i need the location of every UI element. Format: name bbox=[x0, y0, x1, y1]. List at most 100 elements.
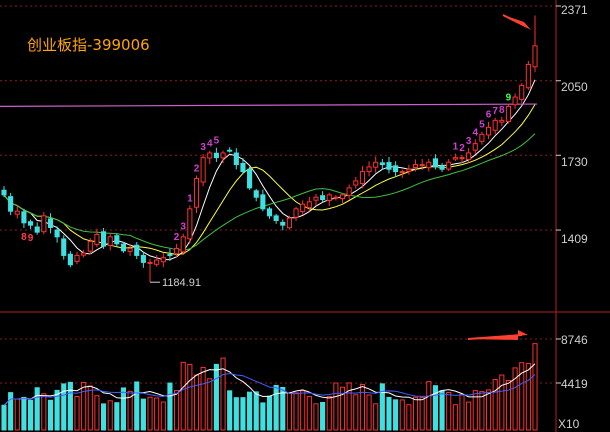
price-tick-label: 1409 bbox=[561, 232, 588, 246]
candle bbox=[306, 201, 312, 209]
candle bbox=[472, 143, 478, 151]
candle bbox=[346, 187, 352, 196]
volume-bar bbox=[61, 383, 67, 431]
volume-bar bbox=[8, 392, 14, 431]
candle bbox=[120, 243, 127, 252]
candle bbox=[160, 257, 166, 263]
td-count-label: 6 bbox=[486, 110, 492, 121]
candle bbox=[399, 171, 405, 174]
candle bbox=[286, 217, 292, 229]
candle bbox=[47, 218, 54, 228]
td-count-label: 4 bbox=[207, 139, 213, 150]
td-count-label: 9 bbox=[506, 92, 512, 103]
volume-bar bbox=[240, 397, 246, 431]
volume-bar bbox=[300, 390, 306, 431]
candle bbox=[452, 157, 458, 160]
annotation-arrow-volume-shaft bbox=[467, 334, 523, 340]
td-count-label: 2 bbox=[194, 164, 200, 175]
candle bbox=[14, 210, 20, 215]
volume-bar bbox=[353, 394, 359, 431]
candle bbox=[67, 253, 73, 266]
td-count-label: 5 bbox=[479, 120, 485, 131]
volume-bar bbox=[386, 396, 392, 431]
volume-bar bbox=[519, 362, 525, 431]
candle bbox=[439, 165, 445, 170]
volume-bar bbox=[160, 401, 166, 431]
candle bbox=[1, 189, 7, 196]
candle bbox=[525, 63, 531, 89]
ma10-line bbox=[3, 104, 536, 256]
candle bbox=[180, 236, 186, 253]
candle bbox=[499, 119, 505, 123]
volume-bar bbox=[67, 381, 73, 431]
volume-tick-label: 4419 bbox=[561, 377, 588, 391]
candle bbox=[512, 96, 518, 106]
candle bbox=[373, 161, 379, 168]
annotation-arrow-price-shaft bbox=[502, 14, 528, 28]
volume-bar bbox=[326, 396, 332, 431]
candle bbox=[253, 190, 259, 198]
candle bbox=[379, 162, 385, 166]
volume-bar bbox=[21, 396, 27, 431]
candle bbox=[273, 215, 279, 221]
candle bbox=[154, 259, 160, 265]
volume-bar bbox=[140, 398, 146, 431]
volume-bar bbox=[227, 390, 233, 431]
candle bbox=[432, 158, 438, 168]
volume-bar bbox=[253, 391, 259, 431]
volume-bar bbox=[107, 400, 113, 431]
candle bbox=[266, 208, 273, 217]
volume-bar bbox=[466, 401, 472, 431]
candle bbox=[220, 152, 226, 159]
td-count-label: 1 bbox=[453, 142, 459, 153]
volume-bar bbox=[200, 366, 206, 431]
td-count-label: 8 bbox=[499, 105, 505, 116]
td-count-label: 4 bbox=[472, 127, 478, 138]
candle bbox=[339, 194, 346, 200]
td-count-label: 3 bbox=[466, 136, 472, 147]
volume-ma5-line bbox=[3, 363, 536, 406]
volume-bar bbox=[412, 396, 419, 431]
volume-bar bbox=[366, 394, 372, 431]
candle bbox=[134, 244, 140, 256]
volume-bar bbox=[47, 399, 54, 431]
volume-bar bbox=[379, 383, 385, 431]
candle bbox=[280, 221, 286, 226]
volume-bar bbox=[120, 387, 127, 431]
volume-bar bbox=[459, 393, 465, 431]
candle bbox=[247, 168, 253, 189]
candle bbox=[74, 254, 80, 262]
low-price-label: 1184.91 bbox=[162, 277, 201, 289]
volume-bar bbox=[213, 363, 219, 431]
candle bbox=[107, 236, 113, 246]
volume-bar bbox=[419, 396, 425, 431]
candle bbox=[446, 161, 452, 170]
td-count-label: 9 bbox=[28, 233, 34, 244]
candle bbox=[293, 208, 299, 218]
volume-bar bbox=[313, 403, 319, 431]
candle bbox=[87, 240, 93, 252]
td-count-label: 3 bbox=[180, 222, 186, 233]
volume-bar bbox=[74, 395, 80, 431]
volume-bar bbox=[399, 399, 405, 431]
price-tick-label: 2371 bbox=[561, 3, 588, 17]
volume-bar bbox=[293, 392, 299, 431]
volume-bar bbox=[492, 379, 498, 431]
candle bbox=[366, 166, 372, 173]
volume-bar bbox=[34, 387, 40, 431]
candle bbox=[326, 194, 332, 202]
candle bbox=[101, 231, 107, 247]
candle bbox=[532, 45, 538, 68]
volume-bar bbox=[333, 382, 339, 431]
volume-bar bbox=[207, 378, 213, 431]
candle bbox=[300, 203, 306, 213]
volume-bar bbox=[499, 374, 505, 431]
volume-tick-label: 8746 bbox=[561, 333, 588, 347]
volume-unit-label: X10 bbox=[558, 417, 580, 431]
volume-bar bbox=[359, 383, 365, 431]
td-count-label: 1 bbox=[187, 193, 193, 204]
volume-bar bbox=[406, 404, 412, 431]
volume-bar bbox=[94, 395, 100, 431]
td-count-label: 2 bbox=[459, 143, 465, 154]
